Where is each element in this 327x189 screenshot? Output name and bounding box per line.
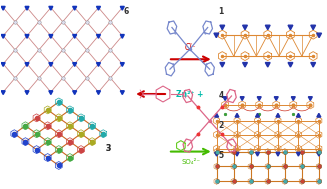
Text: 4: 4 (218, 91, 224, 100)
Polygon shape (255, 152, 260, 156)
Polygon shape (243, 25, 248, 30)
Polygon shape (296, 152, 301, 156)
Polygon shape (120, 91, 124, 94)
Polygon shape (317, 33, 321, 38)
Text: 3: 3 (105, 144, 111, 153)
Text: 3: 3 (105, 144, 111, 153)
Polygon shape (288, 63, 293, 67)
Polygon shape (296, 113, 301, 117)
Polygon shape (265, 63, 270, 67)
Polygon shape (235, 113, 239, 117)
Polygon shape (265, 25, 270, 30)
Polygon shape (215, 113, 218, 117)
Polygon shape (311, 63, 316, 67)
Polygon shape (96, 6, 100, 10)
Polygon shape (49, 6, 53, 10)
Text: 1: 1 (218, 7, 224, 16)
Polygon shape (317, 152, 321, 156)
Polygon shape (120, 6, 124, 10)
Polygon shape (73, 6, 77, 10)
Text: 6: 6 (123, 7, 129, 16)
Polygon shape (215, 152, 218, 156)
Text: SO₄²⁻: SO₄²⁻ (181, 159, 200, 165)
Polygon shape (25, 6, 29, 10)
Polygon shape (1, 63, 5, 66)
Polygon shape (308, 97, 312, 101)
Polygon shape (96, 35, 100, 38)
Polygon shape (120, 63, 124, 66)
Polygon shape (240, 97, 244, 101)
Polygon shape (214, 33, 219, 38)
Polygon shape (49, 91, 53, 94)
Polygon shape (49, 63, 53, 66)
Polygon shape (276, 152, 280, 156)
Polygon shape (220, 25, 225, 30)
Polygon shape (96, 63, 100, 66)
Polygon shape (49, 35, 53, 38)
Text: 5: 5 (218, 151, 224, 160)
Polygon shape (223, 97, 227, 101)
Polygon shape (73, 35, 77, 38)
Polygon shape (1, 6, 5, 10)
Polygon shape (120, 35, 124, 38)
Polygon shape (317, 113, 321, 117)
Polygon shape (1, 91, 5, 94)
Polygon shape (25, 35, 29, 38)
Polygon shape (288, 25, 293, 30)
Polygon shape (255, 113, 260, 117)
Text: Cl⁻: Cl⁻ (185, 43, 197, 52)
Polygon shape (311, 25, 316, 30)
Polygon shape (25, 91, 29, 94)
Polygon shape (73, 63, 77, 66)
Polygon shape (276, 113, 280, 117)
Polygon shape (291, 97, 295, 101)
Polygon shape (96, 91, 100, 94)
Polygon shape (243, 63, 248, 67)
Text: Zn²⁺ +: Zn²⁺ + (176, 91, 203, 99)
Polygon shape (1, 35, 5, 38)
Polygon shape (274, 97, 278, 101)
Polygon shape (235, 152, 239, 156)
Polygon shape (25, 63, 29, 66)
Polygon shape (220, 63, 225, 67)
Polygon shape (257, 97, 261, 101)
Text: 2: 2 (218, 121, 224, 130)
Polygon shape (73, 91, 77, 94)
